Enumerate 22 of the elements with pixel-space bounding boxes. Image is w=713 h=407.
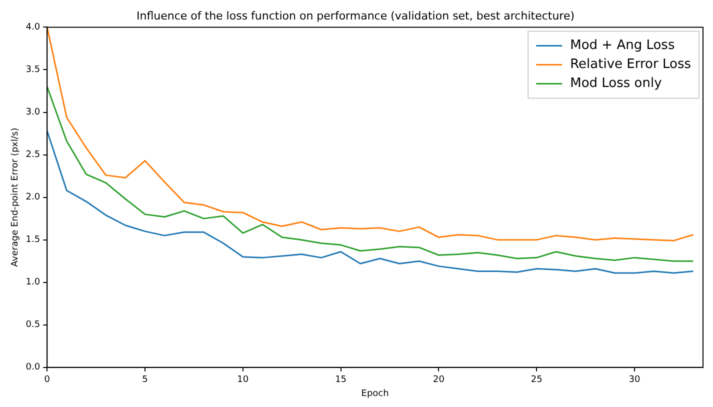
y-tick-label: 2.0 xyxy=(26,192,40,203)
x-tick-label: 0 xyxy=(44,375,50,386)
chart-title: Influence of the loss function on performance (validation set, best architecture) xyxy=(136,9,575,22)
y-axis-title: Average End-point Error (pxl/s) xyxy=(10,128,21,267)
x-tick-label: 10 xyxy=(237,375,249,386)
x-tick-label: 25 xyxy=(530,375,542,386)
y-tick-label: 4.0 xyxy=(26,22,40,33)
y-tick-label: 1.0 xyxy=(26,278,40,288)
y-tick-label: 0.5 xyxy=(26,320,40,330)
y-tick-label: 3.5 xyxy=(26,65,40,76)
y-tick-label: 2.5 xyxy=(26,150,40,160)
x-tick-label: 15 xyxy=(335,375,347,386)
y-tick-label: 1.5 xyxy=(26,235,40,246)
x-axis-title: Epoch xyxy=(361,388,389,399)
x-tick-label: 5 xyxy=(142,375,148,386)
x-tick-label: 20 xyxy=(432,375,445,386)
legend-label: Mod Loss only xyxy=(570,76,662,92)
legend-label: Mod + Ang Loss xyxy=(570,38,675,54)
x-tick-label: 30 xyxy=(628,375,640,386)
y-tick-label: 0.0 xyxy=(26,362,40,373)
legend-label: Relative Error Loss xyxy=(570,57,692,72)
y-tick-label: 3.0 xyxy=(26,108,40,118)
